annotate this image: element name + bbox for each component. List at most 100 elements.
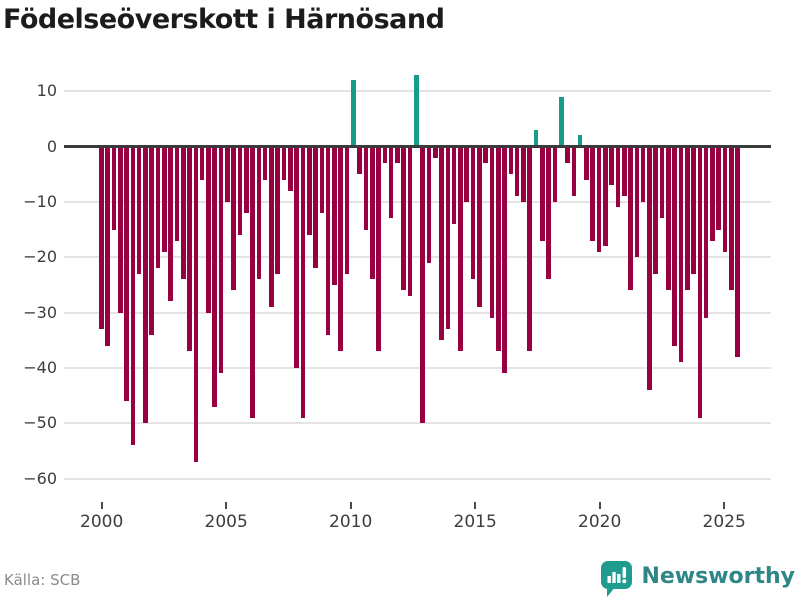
bar	[382, 146, 388, 164]
bar	[231, 146, 236, 291]
bar	[300, 146, 306, 418]
bar	[319, 146, 325, 213]
bar	[269, 146, 274, 307]
bar	[162, 146, 167, 252]
bar	[99, 146, 104, 330]
bar	[388, 146, 394, 219]
bar	[546, 146, 551, 280]
bar	[540, 146, 545, 241]
y-axis-label: −50	[23, 413, 57, 433]
bar	[275, 146, 281, 274]
x-tick	[723, 502, 726, 509]
bar	[168, 146, 173, 302]
bar	[306, 146, 312, 236]
bar	[206, 146, 211, 313]
bar	[577, 135, 583, 147]
x-tick	[100, 502, 103, 509]
bar	[666, 146, 671, 291]
bar	[344, 146, 350, 274]
bar	[180, 146, 186, 280]
bar	[111, 146, 117, 230]
bar	[338, 146, 344, 352]
bar	[369, 146, 375, 280]
bar	[451, 146, 457, 224]
bar	[653, 146, 659, 274]
bar	[603, 146, 608, 247]
bar	[136, 146, 142, 274]
bar	[130, 146, 136, 446]
bar	[647, 146, 652, 391]
bar	[225, 146, 230, 202]
x-axis-label: 2005	[204, 512, 248, 532]
bar	[407, 146, 413, 296]
bar	[332, 146, 337, 285]
bar	[558, 96, 564, 147]
bar	[659, 146, 665, 219]
bar	[149, 146, 155, 335]
bar	[521, 146, 526, 202]
x-tick	[349, 502, 352, 509]
bar	[199, 146, 205, 180]
bar	[250, 146, 255, 418]
gridline	[64, 477, 771, 480]
zero-axis-line	[64, 145, 771, 148]
bar	[174, 146, 180, 241]
bar	[464, 146, 470, 202]
bar	[508, 146, 514, 175]
x-axis-label: 2000	[80, 512, 124, 532]
bar	[187, 146, 192, 352]
bar	[716, 146, 722, 230]
bar	[445, 146, 451, 330]
bar	[262, 146, 268, 180]
bar	[325, 146, 331, 335]
bar	[414, 74, 419, 147]
bar	[565, 146, 570, 164]
bar	[533, 129, 539, 147]
gridline	[64, 422, 771, 425]
y-axis-label: −20	[23, 247, 57, 267]
bar	[634, 146, 640, 258]
bar	[697, 146, 703, 418]
bar	[363, 146, 369, 230]
bar	[596, 146, 602, 252]
bar	[489, 146, 495, 319]
bar	[155, 146, 161, 269]
bar	[124, 146, 129, 402]
bar	[495, 146, 501, 352]
bar	[621, 146, 627, 197]
bar	[691, 146, 696, 274]
y-axis-label: −40	[23, 357, 57, 377]
bar	[470, 146, 476, 280]
bar	[420, 146, 425, 424]
bar	[458, 146, 463, 352]
y-axis-label: 0	[46, 136, 57, 156]
bar	[212, 146, 218, 407]
bar	[401, 146, 407, 291]
bar	[117, 146, 123, 313]
bar	[395, 146, 400, 164]
newsworthy-logo-icon	[601, 561, 633, 597]
bar	[243, 146, 249, 213]
bar	[294, 146, 299, 368]
bar	[584, 146, 589, 180]
gridline	[64, 366, 771, 369]
bar	[678, 146, 684, 363]
bar	[193, 146, 199, 462]
bar	[571, 146, 577, 197]
bar	[477, 146, 482, 307]
bar	[313, 146, 318, 269]
bar	[514, 146, 520, 197]
bar	[218, 146, 224, 374]
x-tick	[225, 502, 228, 509]
bar	[590, 146, 596, 241]
bar	[105, 146, 110, 346]
chart-title: Födelseöverskott i Härnösand	[3, 4, 445, 35]
newsworthy-brand: Newsworthy	[600, 560, 795, 598]
bar	[237, 146, 243, 236]
y-axis-label: 10	[36, 81, 57, 101]
x-axis-label: 2010	[329, 512, 373, 532]
bar	[143, 146, 148, 424]
bar	[256, 146, 262, 280]
bar	[432, 146, 438, 158]
